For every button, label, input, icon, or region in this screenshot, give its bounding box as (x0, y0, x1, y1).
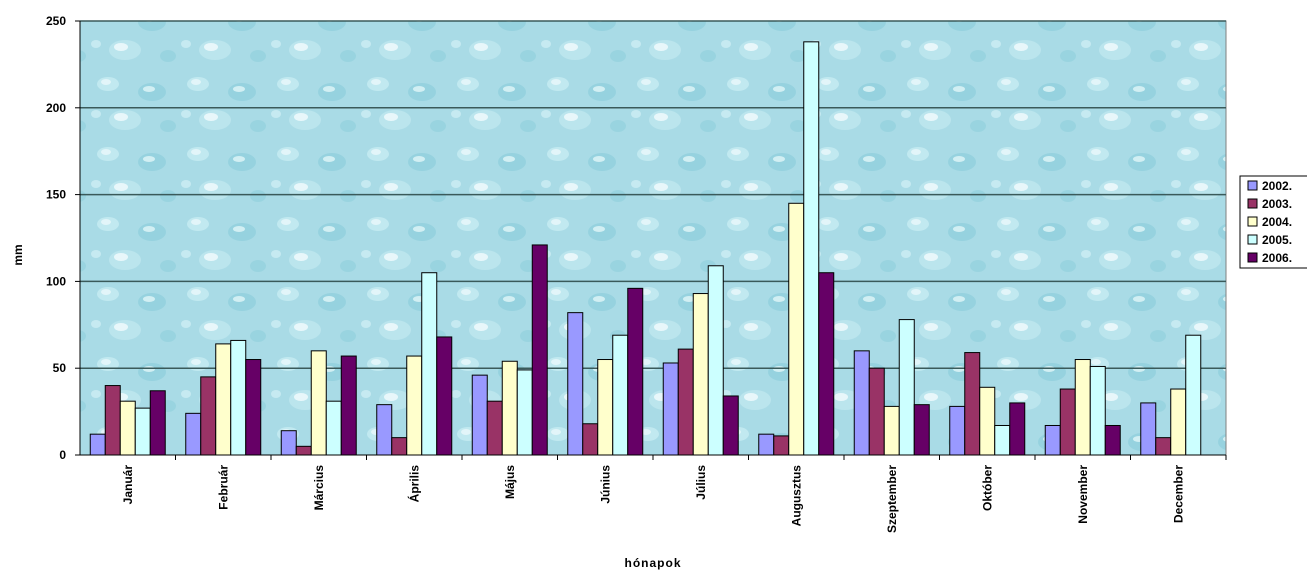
bar-2003-8 (774, 436, 789, 455)
bar-2006-11 (1105, 425, 1120, 455)
bar-2004-10 (980, 387, 995, 455)
bar-2005-10 (995, 425, 1010, 455)
bar-2002-11 (1045, 425, 1060, 455)
y-tick-label: 150 (46, 188, 66, 202)
x-tick-label: Január (121, 465, 135, 505)
bar-2004-9 (884, 406, 899, 455)
y-tick-label: 200 (46, 101, 66, 115)
bar-2005-4 (422, 273, 437, 455)
legend-label: 2005. (1262, 233, 1292, 247)
bar-2005-7 (708, 266, 723, 455)
legend-swatch (1248, 253, 1257, 262)
x-tick-label: Október (980, 465, 994, 511)
legend-swatch (1248, 235, 1257, 244)
bar-2005-9 (899, 320, 914, 455)
legend-label: 2004. (1262, 215, 1292, 229)
bar-2003-11 (1060, 389, 1075, 455)
bar-2006-5 (532, 245, 547, 455)
x-tick-label: Április (406, 465, 421, 503)
bar-2004-1 (120, 401, 135, 455)
bar-2004-11 (1075, 360, 1090, 455)
bar-2005-12 (1186, 335, 1201, 455)
bar-2006-4 (437, 337, 452, 455)
legend: 2002. 2003. 2004. 2005. 2006. (1240, 176, 1307, 268)
x-tick-label: Május (503, 465, 517, 499)
legend-label: 2006. (1262, 251, 1292, 265)
bar-2002-8 (759, 434, 774, 455)
legend-swatch (1248, 217, 1257, 226)
bar-2004-3 (311, 351, 326, 455)
bar-2005-8 (804, 42, 819, 455)
bar-2003-7 (678, 349, 693, 455)
bar-2006-1 (150, 391, 165, 455)
x-tick-label: Szeptember (885, 465, 899, 533)
bar-2002-4 (377, 405, 392, 455)
y-axis-title: mm (11, 244, 25, 265)
bar-2003-1 (105, 386, 120, 455)
bar-2004-7 (693, 294, 708, 455)
bar-2003-3 (296, 446, 311, 455)
legend-label: 2003. (1262, 197, 1292, 211)
bar-2004-12 (1171, 389, 1186, 455)
y-tick-label: 250 (46, 14, 66, 28)
bar-2002-12 (1141, 403, 1156, 455)
bar-2002-1 (90, 434, 105, 455)
bar-2003-4 (392, 438, 407, 455)
bar-2003-5 (487, 401, 502, 455)
y-tick-label: 100 (46, 274, 66, 288)
y-tick-label: 50 (53, 361, 67, 375)
x-tick-label: Augusztus (789, 465, 803, 527)
x-tick-label: Február (216, 465, 230, 510)
bar-2006-8 (819, 273, 834, 455)
bar-2002-10 (950, 406, 965, 455)
bar-2002-2 (186, 413, 201, 455)
bar-2003-9 (869, 368, 884, 455)
bar-2005-11 (1090, 366, 1105, 455)
x-tick-label: Június (598, 465, 612, 504)
bar-2005-3 (326, 401, 341, 455)
bar-2006-7 (723, 396, 738, 455)
bar-2004-6 (598, 360, 613, 455)
bar-2003-10 (965, 353, 980, 455)
bar-2006-10 (1010, 403, 1025, 455)
bar-2005-6 (613, 335, 628, 455)
bar-2002-3 (281, 431, 296, 455)
legend-swatch (1248, 181, 1257, 190)
bar-2006-6 (628, 288, 643, 455)
x-tick-label: December (1171, 465, 1185, 523)
bar-2005-2 (231, 340, 246, 455)
bar-2004-2 (216, 344, 231, 455)
y-tick-label: 0 (59, 448, 66, 462)
bar-2006-3 (341, 356, 356, 455)
bar-2003-12 (1156, 438, 1171, 455)
legend-swatch (1248, 199, 1257, 208)
bar-2006-2 (246, 360, 261, 455)
bar-2004-5 (502, 361, 517, 455)
bar-2005-1 (135, 408, 150, 455)
bar-2002-5 (472, 375, 487, 455)
bar-2006-9 (914, 405, 929, 455)
bar-2003-6 (583, 424, 598, 455)
bar-2002-9 (854, 351, 869, 455)
legend-label: 2002. (1262, 179, 1292, 193)
x-tick-label: November (1076, 465, 1090, 524)
bar-2003-2 (201, 377, 216, 455)
x-tick-label: Március (312, 465, 326, 511)
bar-2002-7 (663, 363, 678, 455)
x-axis-title: hónapok (625, 556, 682, 570)
bar-2005-5 (517, 370, 532, 455)
bar-2004-8 (789, 203, 804, 455)
bar-2002-6 (568, 313, 583, 455)
x-tick-label: Július (694, 465, 708, 500)
bar-2004-4 (407, 356, 422, 455)
